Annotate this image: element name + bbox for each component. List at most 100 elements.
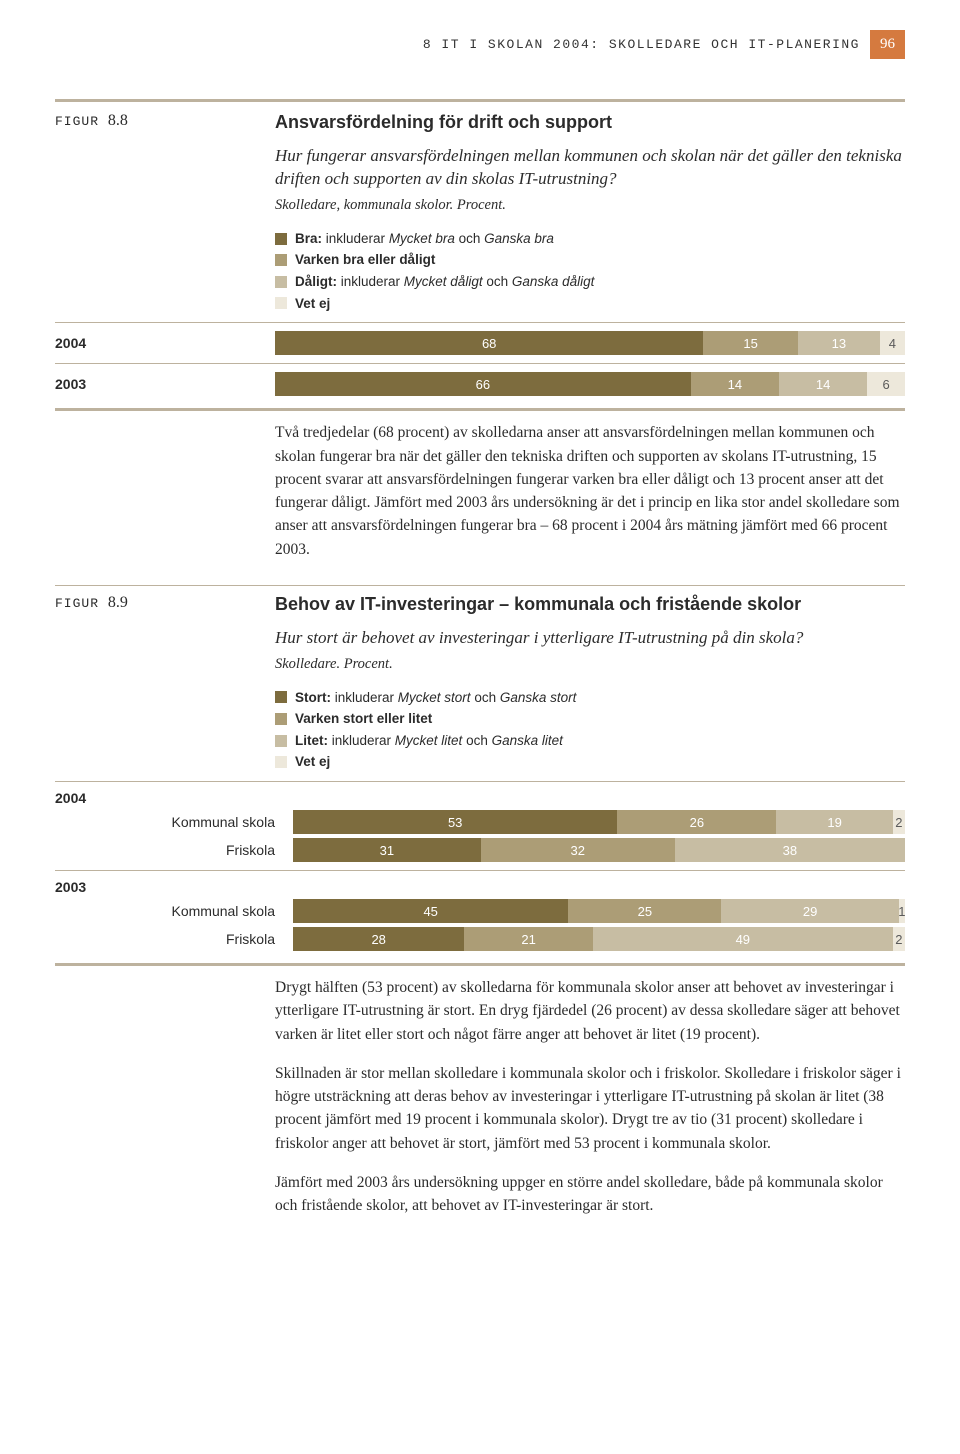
legend-label: Vet ej: [295, 751, 330, 773]
bar-segment: 25: [568, 899, 721, 923]
bar-chart: 20046815134 20036614146: [55, 331, 905, 396]
legend-label: Litet: inkluderar Mycket litet och Gansk…: [295, 730, 563, 752]
rule: [55, 781, 905, 782]
bar-segment: 29: [721, 899, 898, 923]
legend-item: Varken stort eller litet: [275, 708, 905, 730]
legend-item: Bra: inkluderar Mycket bra och Ganska br…: [275, 228, 905, 250]
bar-segment: 26: [617, 810, 776, 834]
bar-row: Friskola2821492: [55, 927, 905, 951]
figure-8-9: FIGUR 8.9 Behov av IT-investeringar – ko…: [55, 594, 905, 773]
bar-segment: 45: [293, 899, 568, 923]
figure-8-8: FIGUR 8.8 Ansvarsfördelning för drift oc…: [55, 112, 905, 314]
bar-segment: 1: [899, 899, 905, 923]
paragraph: Jämfört med 2003 års undersökning uppger…: [275, 1171, 905, 1218]
figure-title: Ansvarsfördelning för drift och support: [275, 112, 905, 133]
bar-segment: 4: [880, 331, 905, 355]
paragraph-block: Drygt hälften (53 procent) av skolledarn…: [55, 976, 905, 1233]
bar-segment: 14: [691, 372, 779, 396]
rule: [55, 585, 905, 586]
bar-row: Kommunal skola4525291: [55, 899, 905, 923]
legend-swatch: [275, 713, 287, 725]
legend-swatch: [275, 276, 287, 288]
bar-segment: 21: [464, 927, 593, 951]
paragraph-block: Två tredjedelar (68 procent) av skolleda…: [55, 421, 905, 577]
bar-row: 20046815134: [55, 331, 905, 355]
page-number: 96: [870, 30, 905, 59]
legend-swatch: [275, 233, 287, 245]
figure-label-number: 8.8: [108, 112, 128, 129]
bar-segment: 6: [867, 372, 905, 396]
page: 8 IT I SKOLAN 2004: SKOLLEDARE OCH IT-PL…: [0, 0, 960, 1293]
figure-question: Hur fungerar ansvarsfördelningen mellan …: [275, 145, 905, 191]
legend-label: Bra: inkluderar Mycket bra och Ganska br…: [295, 228, 554, 250]
bar-chart: 2004Kommunal skola5326192Friskola3132382…: [55, 790, 905, 951]
legend-swatch: [275, 756, 287, 768]
bar-segment: 68: [275, 331, 703, 355]
bar-label: 2004: [55, 335, 275, 351]
legend-item: Dåligt: inkluderar Mycket dåligt och Gan…: [275, 271, 905, 293]
bar-label: Friskola: [55, 931, 293, 947]
bar-label: 2003: [55, 376, 275, 392]
rule: [55, 99, 905, 102]
rule: [55, 363, 905, 364]
bar-segment: 28: [293, 927, 464, 951]
legend-item: Stort: inkluderar Mycket stort och Gansk…: [275, 687, 905, 709]
rule: [55, 408, 905, 411]
year-heading: 2004: [55, 790, 275, 806]
legend-item: Litet: inkluderar Mycket litet och Gansk…: [275, 730, 905, 752]
bar-segment: 53: [293, 810, 617, 834]
bar-row: Friskola313238: [55, 838, 905, 862]
bar-segment: 38: [675, 838, 905, 862]
bar-segment: 32: [481, 838, 675, 862]
legend: Stort: inkluderar Mycket stort och Gansk…: [275, 687, 905, 773]
figure-question: Hur stort är behovet av investeringar i …: [275, 627, 905, 650]
bar-segment: 13: [798, 331, 880, 355]
bar-track: 6614146: [275, 372, 905, 396]
bar-track: 6815134: [275, 331, 905, 355]
figure-label-prefix: FIGUR: [55, 114, 108, 129]
legend-swatch: [275, 691, 287, 703]
legend-swatch: [275, 297, 287, 309]
paragraph: Drygt hälften (53 procent) av skolledarn…: [275, 976, 905, 1046]
bar-segment: 19: [776, 810, 892, 834]
rule: [55, 322, 905, 323]
bar-segment: 2: [893, 810, 905, 834]
legend-swatch: [275, 735, 287, 747]
legend-label: Varken stort eller litet: [295, 708, 432, 730]
bar-track: 313238: [293, 838, 905, 862]
figure-meta: Skolledare, kommunala skolor. Procent.: [275, 197, 905, 214]
bar-segment: 14: [779, 372, 867, 396]
legend-label: Varken bra eller dåligt: [295, 249, 435, 271]
legend-label: Vet ej: [295, 293, 330, 315]
legend-item: Vet ej: [275, 751, 905, 773]
bar-segment: 2: [893, 927, 905, 951]
page-header: 8 IT I SKOLAN 2004: SKOLLEDARE OCH IT-PL…: [55, 30, 905, 59]
figure-label: FIGUR 8.9: [55, 596, 128, 611]
bar-segment: 15: [703, 331, 798, 355]
bar-label: Kommunal skola: [55, 903, 293, 919]
legend-label: Dåligt: inkluderar Mycket dåligt och Gan…: [295, 271, 594, 293]
bar-track: 5326192: [293, 810, 905, 834]
paragraph: Skillnaden är stor mellan skolledare i k…: [275, 1062, 905, 1155]
bar-label: Friskola: [55, 842, 293, 858]
legend: Bra: inkluderar Mycket bra och Ganska br…: [275, 228, 905, 314]
bar-segment: 49: [593, 927, 893, 951]
bar-row: 20036614146: [55, 372, 905, 396]
legend-swatch: [275, 254, 287, 266]
figure-meta: Skolledare. Procent.: [275, 656, 905, 673]
paragraph: Två tredjedelar (68 procent) av skolleda…: [275, 421, 905, 561]
bar-row: Kommunal skola5326192: [55, 810, 905, 834]
bar-label: Kommunal skola: [55, 814, 293, 830]
bar-track: 2821492: [293, 927, 905, 951]
bar-track: 4525291: [293, 899, 905, 923]
legend-label: Stort: inkluderar Mycket stort och Gansk…: [295, 687, 576, 709]
legend-item: Vet ej: [275, 293, 905, 315]
rule: [55, 963, 905, 966]
header-title: 8 IT I SKOLAN 2004: SKOLLEDARE OCH IT-PL…: [423, 37, 860, 52]
rule: [55, 870, 905, 871]
figure-title: Behov av IT-investeringar – kommunala oc…: [275, 594, 905, 615]
figure-label-number: 8.9: [108, 594, 128, 611]
bar-segment: 31: [293, 838, 481, 862]
year-heading: 2003: [55, 879, 275, 895]
figure-label-prefix: FIGUR: [55, 596, 108, 611]
